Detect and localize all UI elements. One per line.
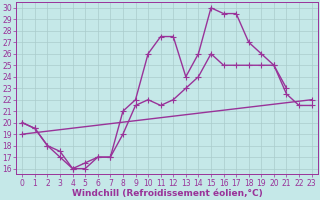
X-axis label: Windchill (Refroidissement éolien,°C): Windchill (Refroidissement éolien,°C) [72, 189, 262, 198]
